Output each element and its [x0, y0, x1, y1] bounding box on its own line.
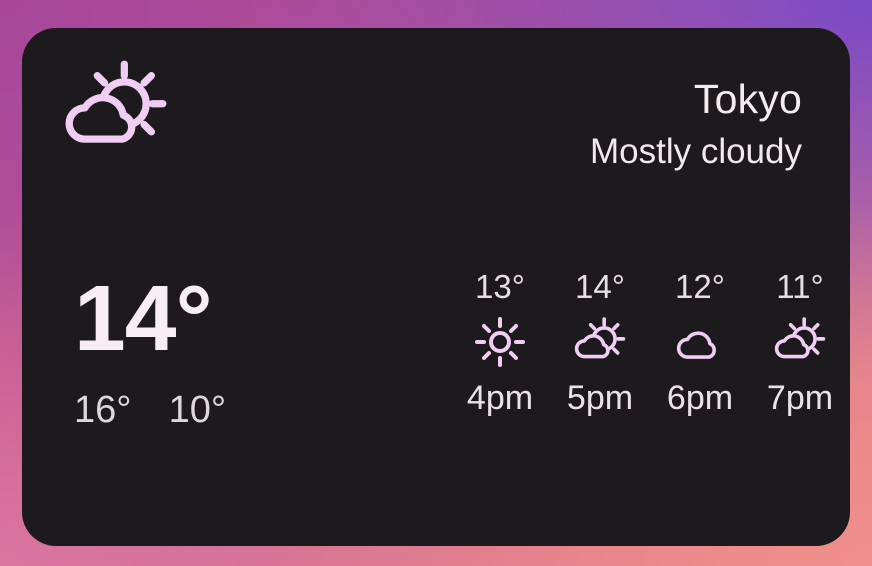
hourly-time-label: 6pm: [666, 379, 734, 417]
hourly-temperature: 11°: [776, 268, 824, 305]
high-low-row: 16° 10°: [74, 388, 226, 432]
sunny-icon: [474, 316, 526, 368]
cloudy-icon: [674, 316, 726, 368]
hourly-time-label: 4pm: [466, 379, 534, 417]
condition-text: Mostly cloudy: [589, 132, 802, 171]
hourly-temperature: 12°: [675, 268, 725, 305]
weather-widget[interactable]: Tokyo Mostly cloudy 14° 16° 10° 13°: [22, 28, 850, 546]
city-name: Tokyo: [693, 76, 802, 122]
hourly-temperature: 13°: [475, 268, 525, 305]
hourly-forecast-item[interactable]: 14° 5pm: [550, 268, 650, 418]
hourly-time-label: 5pm: [566, 379, 634, 417]
hourly-time-label: 7pm: [766, 379, 834, 417]
hourly-forecast-row: 13° 4pm 14°: [450, 268, 850, 418]
current-temperature: 14°: [74, 266, 213, 370]
partly-cloudy-icon: [574, 316, 626, 368]
hourly-forecast-item[interactable]: 13° 4pm: [450, 268, 550, 418]
high-temperature: 16°: [74, 389, 132, 431]
hourly-temperature: 14°: [575, 268, 625, 305]
partly-cloudy-icon: [774, 316, 826, 368]
current-conditions-block: 14° 16° 10°: [74, 270, 226, 432]
partly-cloudy-icon: [64, 58, 168, 162]
hourly-forecast-item[interactable]: 11° 7pm: [750, 268, 850, 418]
low-temperature: 10°: [168, 389, 227, 431]
hourly-forecast-item[interactable]: 12° 6pm: [650, 268, 750, 418]
location-block: Tokyo Mostly cloudy: [590, 76, 802, 173]
